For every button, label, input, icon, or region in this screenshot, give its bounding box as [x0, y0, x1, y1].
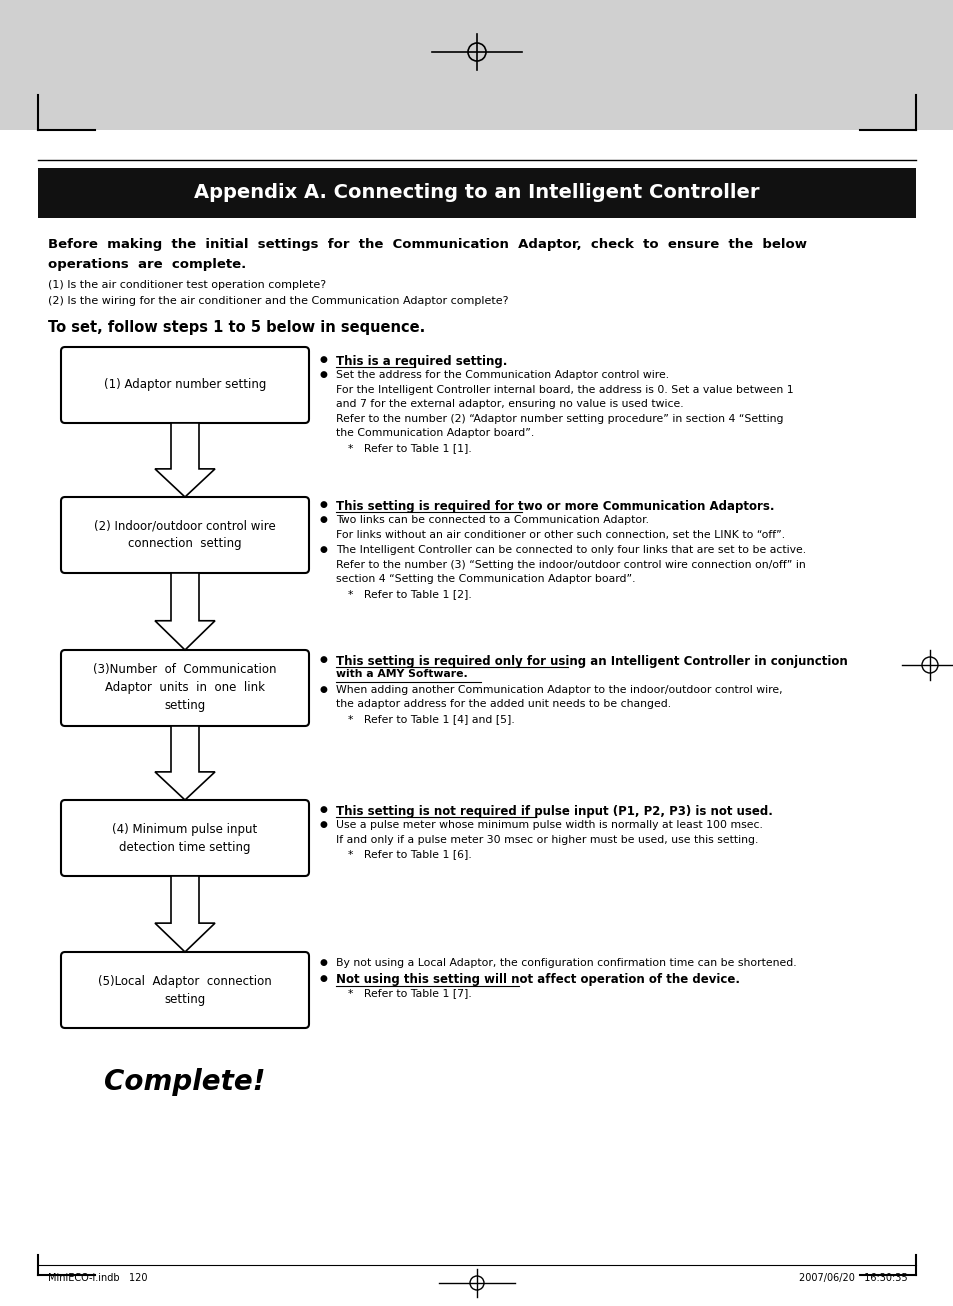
- Text: This setting is required for two or more Communication Adaptors.: This setting is required for two or more…: [335, 500, 774, 513]
- Text: This is a required setting.: This is a required setting.: [335, 355, 507, 368]
- Text: By not using a Local Adaptor, the configuration confirmation time can be shorten: By not using a Local Adaptor, the config…: [335, 959, 796, 968]
- Text: *   Refer to Table 1 [4] and [5].: * Refer to Table 1 [4] and [5].: [348, 714, 515, 724]
- Text: Refer to the number (3) “Setting the indoor/outdoor control wire connection on/o: Refer to the number (3) “Setting the ind…: [335, 560, 805, 569]
- Polygon shape: [154, 573, 214, 650]
- Text: ●: ●: [319, 546, 328, 555]
- Text: the Communication Adaptor board”.: the Communication Adaptor board”.: [335, 428, 534, 439]
- Text: ●: ●: [319, 959, 328, 966]
- Text: MiniECO-i.indb   120: MiniECO-i.indb 120: [48, 1273, 148, 1282]
- Text: ●: ●: [319, 516, 328, 525]
- FancyBboxPatch shape: [61, 347, 309, 423]
- FancyBboxPatch shape: [61, 498, 309, 573]
- Polygon shape: [154, 876, 214, 952]
- FancyBboxPatch shape: [61, 952, 309, 1028]
- Text: *   Refer to Table 1 [2].: * Refer to Table 1 [2].: [348, 589, 471, 599]
- Text: For links without an air conditioner or other such connection, set the LINK to “: For links without an air conditioner or …: [335, 530, 784, 539]
- Text: If and only if a pulse meter 30 msec or higher must be used, use this setting.: If and only if a pulse meter 30 msec or …: [335, 835, 758, 845]
- Text: (1) Adaptor number setting: (1) Adaptor number setting: [104, 379, 266, 392]
- Text: To set, follow steps 1 to 5 below in sequence.: To set, follow steps 1 to 5 below in seq…: [48, 320, 425, 336]
- Text: with a AMY Software.: with a AMY Software.: [335, 670, 467, 679]
- Text: operations  are  complete.: operations are complete.: [48, 259, 246, 272]
- Text: ●: ●: [319, 656, 328, 663]
- Text: This setting is not required if pulse input (P1, P2, P3) is not used.: This setting is not required if pulse in…: [335, 804, 772, 818]
- Text: When adding another Communication Adaptor to the indoor/outdoor control wire,: When adding another Communication Adapto…: [335, 686, 781, 695]
- Text: For the Intelligent Controller internal board, the address is 0. Set a value bet: For the Intelligent Controller internal …: [335, 385, 793, 394]
- Bar: [38, 168, 915, 218]
- Text: and 7 for the external adaptor, ensuring no value is used twice.: and 7 for the external adaptor, ensuring…: [335, 400, 683, 410]
- Text: ●: ●: [319, 686, 328, 693]
- Text: 2007/06/20   16:30:35: 2007/06/20 16:30:35: [799, 1273, 907, 1282]
- Text: ●: ●: [319, 371, 328, 380]
- Text: ●: ●: [319, 820, 328, 829]
- Text: Appendix A. Connecting to an Intelligent Controller: Appendix A. Connecting to an Intelligent…: [194, 184, 759, 202]
- Text: ●: ●: [319, 973, 328, 982]
- Text: *   Refer to Table 1 [1].: * Refer to Table 1 [1].: [348, 443, 471, 453]
- Text: section 4 “Setting the Communication Adaptor board”.: section 4 “Setting the Communication Ada…: [335, 575, 635, 585]
- FancyBboxPatch shape: [61, 650, 309, 726]
- Text: (3)Number  of  Communication
Adaptor  units  in  one  link
setting: (3)Number of Communication Adaptor units…: [93, 663, 276, 713]
- Text: Before  making  the  initial  settings  for  the  Communication  Adaptor,  check: Before making the initial settings for t…: [48, 238, 806, 251]
- Text: ●: ●: [319, 804, 328, 814]
- Text: Complete!: Complete!: [104, 1068, 265, 1096]
- Text: This setting is required only for using an Intelligent Controller in conjunction: This setting is required only for using …: [335, 656, 847, 667]
- Text: (5)Local  Adaptor  connection
setting: (5)Local Adaptor connection setting: [98, 974, 272, 1006]
- Text: The Intelligent Controller can be connected to only four links that are set to b: The Intelligent Controller can be connec…: [335, 546, 805, 555]
- Text: (2) Indoor/outdoor control wire
connection  setting: (2) Indoor/outdoor control wire connecti…: [94, 520, 275, 551]
- Text: Refer to the number (2) “Adaptor number setting procedure” in section 4 “Setting: Refer to the number (2) “Adaptor number …: [335, 414, 782, 424]
- Text: *   Refer to Table 1 [7].: * Refer to Table 1 [7].: [348, 989, 471, 998]
- Text: (1) Is the air conditioner test operation complete?: (1) Is the air conditioner test operatio…: [48, 279, 326, 290]
- Text: the adaptor address for the added unit needs to be changed.: the adaptor address for the added unit n…: [335, 700, 670, 709]
- Text: Two links can be connected to a Communication Adaptor.: Two links can be connected to a Communic…: [335, 516, 648, 525]
- Text: Set the address for the Communication Adaptor control wire.: Set the address for the Communication Ad…: [335, 371, 668, 380]
- Text: Not using this setting will not affect operation of the device.: Not using this setting will not affect o…: [335, 973, 740, 986]
- Text: Use a pulse meter whose minimum pulse width is normally at least 100 msec.: Use a pulse meter whose minimum pulse wi…: [335, 820, 762, 831]
- Text: ●: ●: [319, 500, 328, 509]
- Bar: [0, 0, 953, 131]
- Text: ●: ●: [319, 355, 328, 364]
- FancyBboxPatch shape: [61, 801, 309, 876]
- Polygon shape: [154, 423, 214, 498]
- Text: *   Refer to Table 1 [6].: * Refer to Table 1 [6].: [348, 849, 471, 859]
- Text: (2) Is the wiring for the air conditioner and the Communication Adaptor complete: (2) Is the wiring for the air conditione…: [48, 296, 508, 306]
- Text: (4) Minimum pulse input
detection time setting: (4) Minimum pulse input detection time s…: [112, 823, 257, 854]
- Polygon shape: [154, 726, 214, 801]
